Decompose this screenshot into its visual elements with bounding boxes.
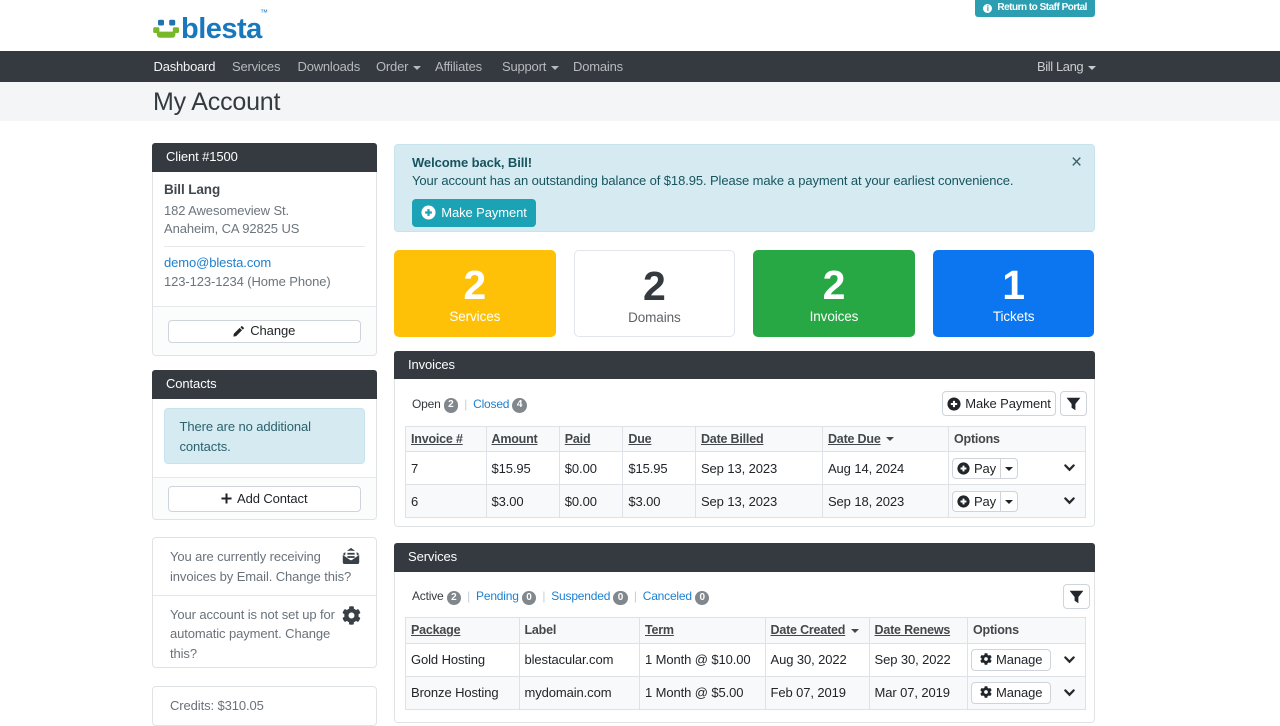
svg-text:™: ™ bbox=[260, 8, 268, 17]
svg-text:blesta: blesta bbox=[181, 13, 263, 45]
